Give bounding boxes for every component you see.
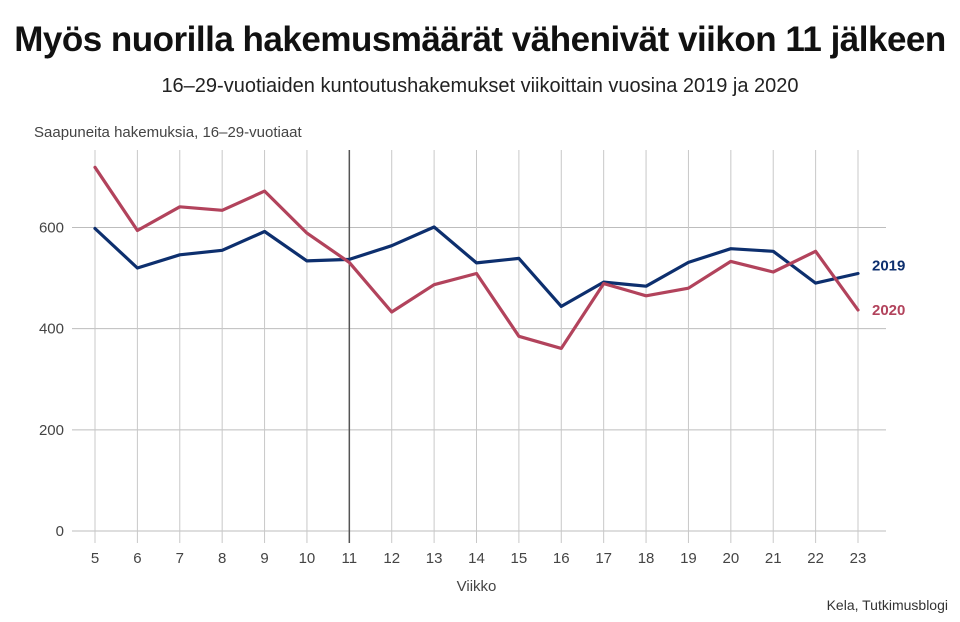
x-tick-label: 17 bbox=[595, 550, 612, 567]
x-tick-label: 18 bbox=[638, 550, 655, 567]
x-tick-label: 9 bbox=[260, 550, 268, 567]
series-labels: 2019 2020 bbox=[872, 258, 905, 319]
series-label-2019: 2019 bbox=[872, 258, 905, 275]
y-axis-label: Saapuneita hakemuksia, 16–29-vuotiaat bbox=[34, 124, 302, 141]
x-tick-label: 13 bbox=[426, 550, 443, 567]
x-tick-label: 15 bbox=[511, 550, 528, 567]
x-tick-label: 7 bbox=[176, 550, 184, 567]
x-axis-label: Viikko bbox=[457, 578, 497, 595]
grid-lines bbox=[72, 150, 886, 543]
chart-title: Myös nuorilla hakemusmäärät vähenivät vi… bbox=[14, 20, 946, 59]
x-tick-label: 20 bbox=[722, 550, 739, 567]
x-tick-label: 21 bbox=[765, 550, 782, 567]
y-tick-label: 200 bbox=[39, 422, 64, 439]
x-tick-label: 5 bbox=[91, 550, 99, 567]
series-line-2020 bbox=[93, 165, 860, 350]
x-tick-label: 12 bbox=[383, 550, 400, 567]
x-tick-label: 19 bbox=[680, 550, 697, 567]
x-tick-label: 14 bbox=[468, 550, 485, 567]
y-tick-label: 0 bbox=[56, 523, 64, 540]
x-tick-label: 10 bbox=[299, 550, 316, 567]
x-tick-label: 16 bbox=[553, 550, 570, 567]
series-lines bbox=[93, 165, 860, 350]
source-note: Kela, Tutkimusblogi bbox=[826, 597, 948, 613]
x-tick-label: 22 bbox=[807, 550, 824, 567]
chart-subtitle: 16–29-vuotiaiden kuntoutushakemukset vii… bbox=[161, 75, 799, 97]
y-tick-label: 400 bbox=[39, 321, 64, 338]
x-tick-label: 23 bbox=[850, 550, 867, 567]
y-axis-ticks: 0 200 400 600 bbox=[39, 220, 64, 541]
series-label-2020: 2020 bbox=[872, 302, 905, 319]
x-axis-ticks: 5 6 7 8 9 10 11 12 13 14 15 16 17 18 19 20 21 22 23 bbox=[91, 550, 867, 567]
series-line-2019 bbox=[93, 225, 860, 308]
x-tick-label: 8 bbox=[218, 550, 226, 567]
y-tick-label: 600 bbox=[39, 220, 64, 237]
x-tick-label: 11 bbox=[342, 550, 358, 567]
x-tick-label: 6 bbox=[133, 550, 141, 567]
